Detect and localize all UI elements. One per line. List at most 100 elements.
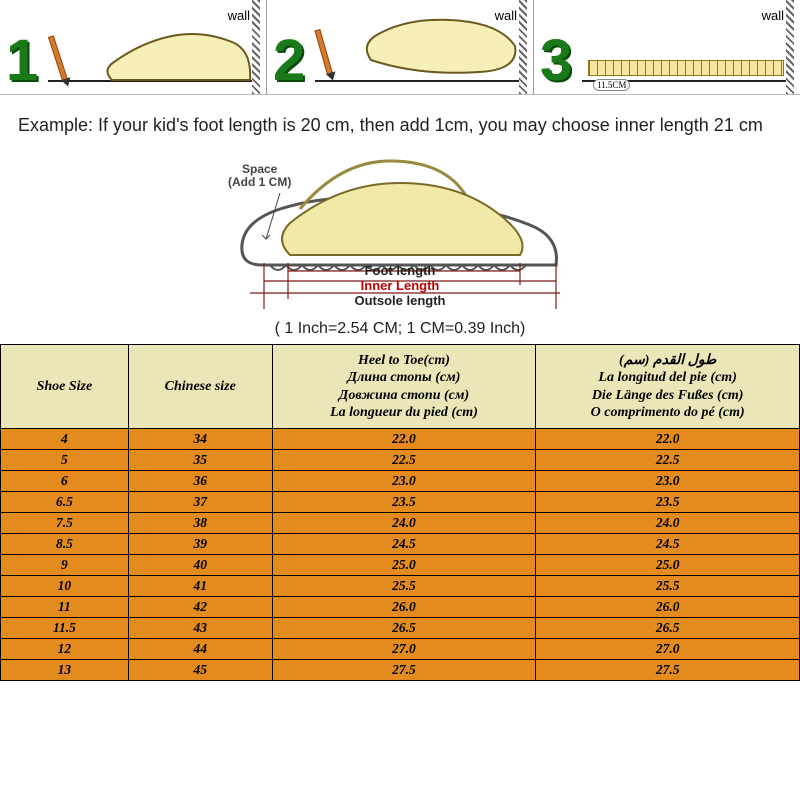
table-row: 6.53723.523.5 (1, 492, 800, 513)
table-cell: 8.5 (1, 534, 129, 555)
ruler-icon: 11.5CM (588, 60, 784, 76)
table-cell: 23.0 (536, 471, 800, 492)
pencil-icon (314, 29, 332, 75)
table-cell: 24.5 (272, 534, 536, 555)
table-row: 134527.527.5 (1, 660, 800, 681)
table-cell: 10 (1, 576, 129, 597)
table-cell: 39 (128, 534, 272, 555)
table-cell: 35 (128, 450, 272, 471)
wall-hatch (519, 0, 527, 94)
header-shoe-size: Shoe Size (1, 345, 129, 429)
unit-conversion: ( 1 Inch=2.54 CM; 1 CM=0.39 Inch) (0, 320, 800, 338)
header-line: La longitud del pie (cm) (598, 370, 736, 385)
wall-label: wall (228, 8, 250, 23)
measurement-steps: wall 1 wall 2 wall 11.5CM 3 (0, 0, 800, 95)
table-cell: 26.5 (272, 618, 536, 639)
header-line: Довжина стопи (см) (339, 388, 469, 403)
table-row: 7.53824.024.0 (1, 513, 800, 534)
table-cell: 43 (128, 618, 272, 639)
wall-hatch (786, 0, 794, 94)
table-cell: 27.5 (536, 660, 800, 681)
table-cell: 11.5 (1, 618, 129, 639)
outsole-length-caption: Outsole length (320, 294, 480, 308)
table-cell: 27.5 (272, 660, 536, 681)
foot-diagram: Space (Add 1 CM) Foot length Inner Lengt… (0, 143, 800, 318)
table-cell: 24.5 (536, 534, 800, 555)
table-row: 104125.525.5 (1, 576, 800, 597)
table-cell: 9 (1, 555, 129, 576)
table-row: 124427.027.0 (1, 639, 800, 660)
table-row: 63623.023.0 (1, 471, 800, 492)
step-3: wall 11.5CM 3 (534, 0, 800, 94)
table-row: 94025.025.0 (1, 555, 800, 576)
table-cell: 45 (128, 660, 272, 681)
table-cell: 44 (128, 639, 272, 660)
table-cell: 27.0 (536, 639, 800, 660)
ruler-value: 11.5CM (593, 79, 630, 91)
table-cell: 38 (128, 513, 272, 534)
table-cell: 25.5 (272, 576, 536, 597)
table-cell: 23.5 (272, 492, 536, 513)
table-cell: 40 (128, 555, 272, 576)
table-cell: 41 (128, 576, 272, 597)
table-cell: 22.5 (272, 450, 536, 471)
step-number: 3 (540, 32, 572, 90)
step-1: wall 1 (0, 0, 267, 94)
header-line: Длина стопы (см) (348, 370, 461, 385)
table-cell: 25.0 (536, 555, 800, 576)
header-line: طول القدم (سم) (619, 353, 716, 368)
table-cell: 36 (128, 471, 272, 492)
table-cell: 11 (1, 597, 129, 618)
inner-length-caption: Inner Length (330, 279, 470, 293)
table-cell: 23.5 (536, 492, 800, 513)
table-cell: 25.0 (272, 555, 536, 576)
space-line2: (Add 1 CM) (228, 175, 291, 189)
table-row: 43422.022.0 (1, 429, 800, 450)
table-cell: 26.0 (272, 597, 536, 618)
step-2: wall 2 (267, 0, 534, 94)
space-caption: Space (Add 1 CM) (228, 163, 291, 188)
header-line: La longueur du pied (cm) (330, 405, 478, 420)
table-cell: 22.0 (272, 429, 536, 450)
size-table: Shoe Size Chinese size Heel to Toe(cm) Д… (0, 344, 800, 681)
header-foot-length: طول القدم (سم) La longitud del pie (cm) … (536, 345, 800, 429)
wall-hatch (252, 0, 260, 94)
table-cell: 7.5 (1, 513, 129, 534)
table-cell: 26.5 (536, 618, 800, 639)
table-row: 114226.026.0 (1, 597, 800, 618)
step-number: 1 (6, 32, 38, 90)
header-line: Die Länge des Fußes (cm) (592, 388, 744, 403)
table-cell: 25.5 (536, 576, 800, 597)
table-cell: 22.5 (536, 450, 800, 471)
table-cell: 24.0 (536, 513, 800, 534)
foot-outline-top-icon (359, 12, 519, 82)
pencil-icon (48, 35, 68, 81)
table-cell: 6 (1, 471, 129, 492)
table-cell: 37 (128, 492, 272, 513)
table-row: 53522.522.5 (1, 450, 800, 471)
header-line: O comprimento do pé (cm) (591, 405, 745, 420)
header-line: Heel to Toe(cm) (358, 353, 450, 368)
table-cell: 12 (1, 639, 129, 660)
table-cell: 42 (128, 597, 272, 618)
table-cell: 27.0 (272, 639, 536, 660)
table-cell: 34 (128, 429, 272, 450)
table-cell: 22.0 (536, 429, 800, 450)
table-row: 11.54326.526.5 (1, 618, 800, 639)
table-cell: 23.0 (272, 471, 536, 492)
table-cell: 5 (1, 450, 129, 471)
example-text: Example: If your kid's foot length is 20… (0, 95, 800, 143)
table-cell: 24.0 (272, 513, 536, 534)
header-heel-to-toe: Heel to Toe(cm) Длина стопы (см) Довжина… (272, 345, 536, 429)
foot-length-caption: Foot length (330, 264, 470, 278)
table-cell: 13 (1, 660, 129, 681)
table-row: 8.53924.524.5 (1, 534, 800, 555)
header-chinese-size: Chinese size (128, 345, 272, 429)
wall-label: wall (762, 8, 784, 23)
foot-outline-side-icon (102, 22, 252, 82)
step-number: 2 (273, 32, 305, 90)
table-cell: 4 (1, 429, 129, 450)
table-header-row: Shoe Size Chinese size Heel to Toe(cm) Д… (1, 345, 800, 429)
table-cell: 26.0 (536, 597, 800, 618)
table-cell: 6.5 (1, 492, 129, 513)
